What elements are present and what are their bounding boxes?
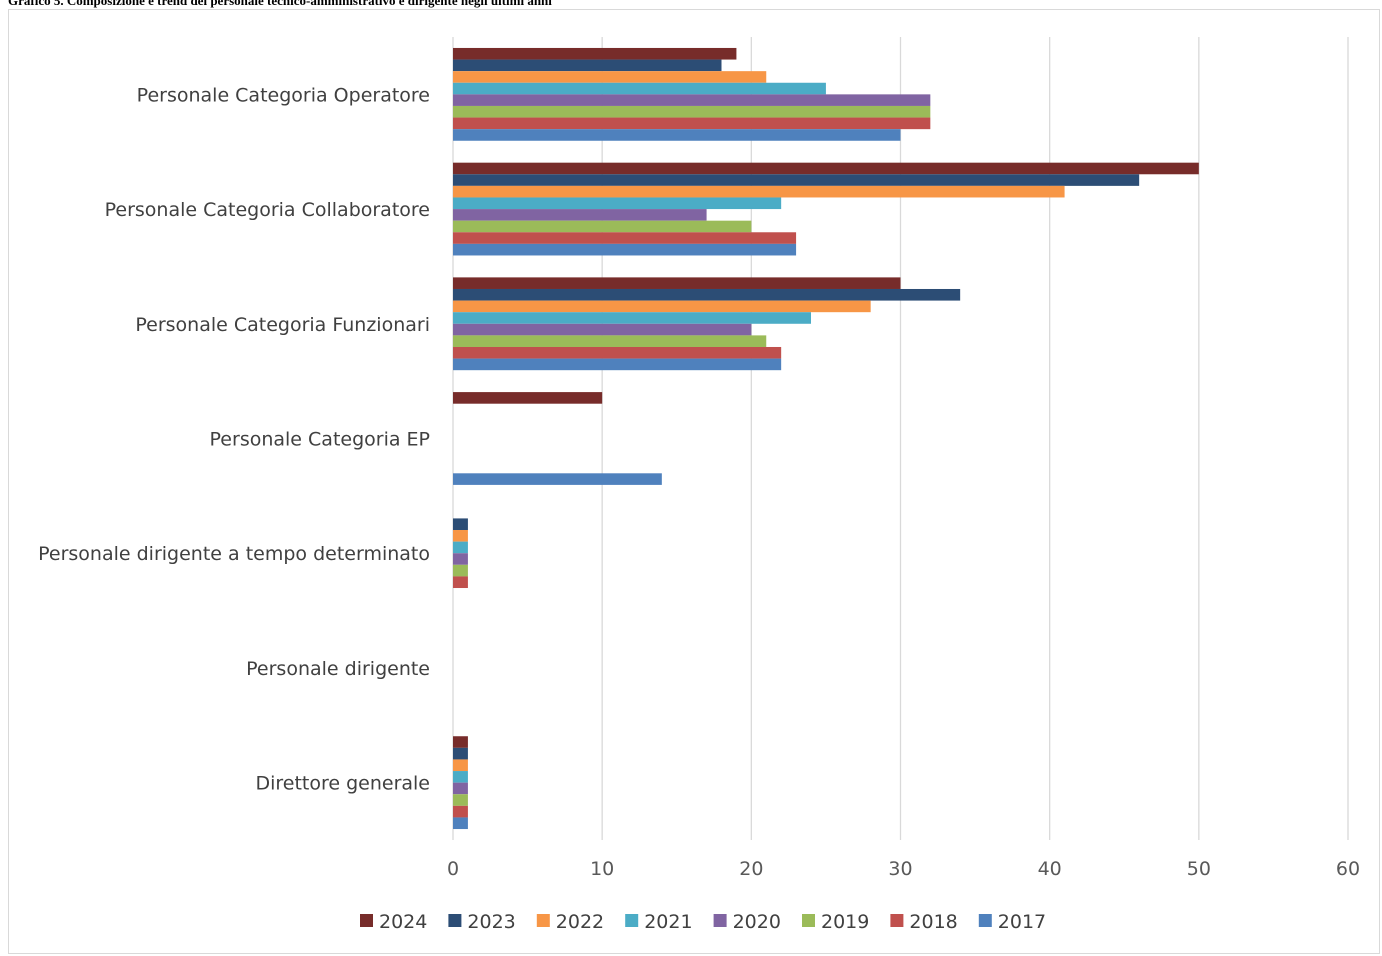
- category-label-personale-categoria-collaboratore: Personale Categoria Collaboratore: [105, 199, 430, 221]
- bar-direttore-generale-2021: [453, 771, 468, 783]
- bar-direttore-generale-2023: [453, 747, 468, 760]
- x-tick-label-40: 40: [1038, 858, 1062, 880]
- category-label-personale-dirigente: Personale dirigente: [246, 658, 430, 680]
- bar-personale-categoria-funzionari-2023: [453, 288, 961, 301]
- x-tick-label-30: 30: [888, 858, 912, 880]
- bar-personale-categoria-collaboratore-2023: [453, 174, 1140, 186]
- category-label-personale-categoria-operatore: Personale Categoria Operatore: [137, 84, 430, 106]
- bar-direttore-generale-2017: [453, 817, 468, 830]
- legend-label-2017: 2017: [998, 911, 1046, 933]
- bar-personale-categoria-operatore-2023: [453, 59, 722, 72]
- category-label-personale-categoria-ep: Personale Categoria EP: [210, 429, 430, 451]
- legend-swatch-2017: [978, 914, 992, 927]
- bar-personale-categoria-operatore-2024: [453, 47, 737, 60]
- legend-swatch-2022: [536, 914, 550, 927]
- bar-personale-categoria-operatore-2022: [453, 71, 767, 83]
- bar-personale-categoria-funzionari-2017: [453, 358, 782, 371]
- x-tick-label-50: 50: [1187, 858, 1211, 880]
- bar-direttore-generale-2024: [453, 736, 468, 748]
- legend-label-2021: 2021: [644, 911, 692, 933]
- bar-direttore-generale-2019: [453, 794, 468, 806]
- bar-direttore-generale-2018: [453, 805, 468, 818]
- x-axis-tick-labels: 0 10 20 30 40 50 60: [447, 858, 1360, 880]
- legend-swatch-2020: [713, 914, 727, 927]
- bar-personale-categoria-operatore-2020: [453, 94, 931, 106]
- bar-personale-categoria-operatore-2017: [453, 129, 901, 141]
- bar-personale-dirigente-a-tempo-determinato-2018: [453, 576, 468, 589]
- bar-personale-categoria-collaboratore-2019: [453, 220, 752, 233]
- x-tick-label-20: 20: [739, 858, 763, 880]
- bar-personale-categoria-collaboratore-2018: [453, 232, 797, 244]
- bar-personale-categoria-ep-2017: [453, 473, 662, 485]
- bar-personale-categoria-funzionari-2018: [453, 346, 782, 359]
- bar-personale-categoria-collaboratore-2021: [453, 197, 782, 210]
- bar-personale-dirigente-a-tempo-determinato-2021: [453, 541, 468, 554]
- legend-label-2020: 2020: [733, 911, 781, 933]
- bar-personale-categoria-operatore-2021: [453, 82, 826, 95]
- legend-label-2022: 2022: [556, 911, 604, 933]
- chart-caption: Grafico 5. Composizione e trend del pers…: [8, 0, 552, 8]
- bar-personale-dirigente-a-tempo-determinato-2023: [453, 518, 468, 531]
- bars: [453, 47, 1199, 830]
- legend-label-2019: 2019: [821, 911, 869, 933]
- bar-personale-categoria-collaboratore-2017: [453, 243, 797, 256]
- category-label-personale-categoria-funzionari: Personale Categoria Funzionari: [135, 314, 430, 336]
- bar-direttore-generale-2020: [453, 782, 468, 795]
- legend-swatch-2021: [625, 914, 639, 927]
- x-tick-label-60: 60: [1336, 858, 1360, 880]
- category-labels: Personale Categoria Operatore Personale C…: [38, 84, 430, 794]
- gridlines: [452, 37, 1349, 840]
- legend-swatch-2018: [890, 914, 904, 927]
- bar-personale-categoria-collaboratore-2022: [453, 185, 1065, 198]
- legend: 2024 2023 2022 2021 2020 2019 2018 2017: [360, 911, 1046, 933]
- chart-frame: [8, 9, 1380, 954]
- legend-swatch-2019: [802, 914, 815, 927]
- bar-personale-dirigente-a-tempo-determinato-2020: [453, 553, 468, 565]
- legend-label-2024: 2024: [379, 911, 427, 933]
- legend-label-2018: 2018: [909, 911, 957, 933]
- x-tick-label-0: 0: [447, 858, 459, 880]
- x-tick-label-10: 10: [590, 858, 614, 880]
- bar-personale-categoria-funzionari-2022: [453, 300, 871, 313]
- bar-personale-dirigente-a-tempo-determinato-2019: [453, 564, 468, 577]
- bar-personale-categoria-collaboratore-2024: [453, 162, 1199, 175]
- legend-swatch-2023: [448, 914, 462, 927]
- bar-direttore-generale-2022: [453, 759, 468, 772]
- bar-personale-categoria-operatore-2018: [453, 117, 931, 130]
- bar-personale-categoria-operatore-2019: [453, 105, 931, 118]
- category-label-personale-dirigente-a-tempo-determinato: Personale dirigente a tempo determinato: [38, 543, 430, 565]
- category-label-direttore-generale: Direttore generale: [255, 773, 430, 795]
- legend-label-2023: 2023: [467, 911, 515, 933]
- bar-personale-categoria-funzionari-2019: [453, 335, 767, 347]
- bar-personale-categoria-collaboratore-2020: [453, 209, 707, 221]
- legend-swatch-2024: [360, 914, 373, 927]
- bar-personale-categoria-funzionari-2021: [453, 312, 811, 324]
- bar-personale-categoria-ep-2024: [453, 392, 603, 404]
- bar-personale-categoria-funzionari-2024: [453, 277, 901, 289]
- bar-personale-categoria-funzionari-2020: [453, 323, 752, 336]
- bar-personale-dirigente-a-tempo-determinato-2022: [453, 530, 468, 542]
